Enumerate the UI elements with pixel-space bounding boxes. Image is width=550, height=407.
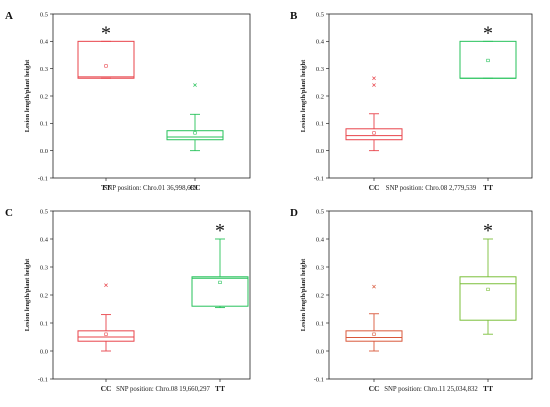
box-iqr [166,130,224,141]
y-tick-label: 0.4 [40,39,49,46]
y-tick-label: 0.5 [316,208,324,215]
box-iqr [459,40,517,79]
box-iqr [77,330,135,342]
panel-D: D -0.1 0.0 0.1 0.2 0.3 0.4 0.5 Lesion length/pla… [290,207,533,393]
panel-A: A -0.1 0.0 0.1 0.2 0.3 0.4 0.5 Lesion length/pla… [5,10,251,192]
y-tick-label: 0.0 [40,148,48,155]
x-tick-label: CC [369,384,380,393]
outlier-point [193,83,197,87]
y-tick-label: 0.2 [316,93,324,100]
y-tick-label: 0.3 [40,66,48,73]
significance-star: * [483,22,493,44]
y-tick-label: 0.5 [40,11,48,18]
y-tick-label: 0.2 [40,93,48,100]
panel-B: B -0.1 0.0 0.1 0.2 0.3 0.4 0.5 Lesion length/pla… [290,10,533,192]
snp-position-caption: SNP position: Chro.01 36,998,689 [104,185,198,192]
mean-marker [218,280,222,285]
x-tick-label: TT [483,183,493,192]
box-CC [345,76,403,152]
y-tick-label: 0.5 [316,11,324,18]
box-CC [166,83,224,152]
mean-marker [486,58,490,63]
mean-marker [486,287,490,292]
x-tick-label: CC [101,384,112,393]
significance-star: * [215,220,225,242]
snp-position-caption: SNP position: Chro.08 2,779,539 [386,185,477,192]
snp-position-caption: SNP position: Chro.08 19,660,297 [116,386,210,393]
panel-label: D [290,207,298,219]
y-tick-label: -0.1 [314,175,324,182]
box-iqr [191,276,249,307]
significance-star: * [483,220,493,242]
box-iqr [345,128,403,141]
y-tick-label: 0.3 [316,66,324,73]
y-axis-title: Lesion length/plant height [300,59,307,132]
x-tick-label: CC [369,183,380,192]
panel-label: B [290,10,298,22]
box-TT [77,40,135,79]
y-axis-title: Lesion length/plant height [300,258,307,331]
box-TT [459,40,517,79]
y-tick-label: 0.0 [316,348,324,355]
box-iqr [345,330,403,342]
y-tick-label: -0.1 [314,376,324,383]
outlier-point [372,284,376,289]
mean-marker [193,131,197,135]
significance-star: * [101,22,111,44]
y-tick-label: 0.1 [40,320,48,327]
x-tick-label: TT [101,183,111,192]
y-tick-label: 0.4 [316,39,325,46]
y-tick-label: 0.4 [316,236,325,243]
y-tick-label: 0.1 [316,121,324,128]
y-tick-label: 0.1 [40,121,48,128]
box-TT [459,238,517,335]
outlier-point [372,83,376,87]
mean-marker [372,131,376,135]
plot-frame [52,13,251,179]
y-tick-label: 0.2 [40,292,48,299]
x-tick-label: TT [483,384,493,393]
y-tick-label: 0.0 [316,148,324,155]
mean-marker [104,332,108,336]
outlier-point [104,283,108,288]
outlier-point [372,76,376,81]
box-iqr [77,40,135,79]
y-tick-label: 0.2 [316,292,324,299]
box-CC [345,284,403,352]
y-tick-label: 0.1 [316,320,324,327]
y-tick-label: 0.0 [40,348,48,355]
y-tick-label: 0.5 [40,208,48,215]
y-tick-label: -0.1 [38,175,48,182]
y-axis-title: Lesion length/plant height [24,59,31,132]
plot-frame [328,13,533,179]
panel-label: C [5,207,13,219]
mean-marker [104,64,108,68]
y-axis-title: Lesion length/plant height [24,258,31,331]
y-tick-label: 0.3 [316,264,324,271]
y-tick-label: 0.4 [40,236,49,243]
y-tick-label: 0.3 [40,264,48,271]
plot-frame [328,210,533,380]
x-tick-label: TT [215,384,225,393]
mean-marker [372,332,376,336]
x-tick-label: CC [190,183,201,192]
panel-C: C -0.1 0.0 0.1 0.2 0.3 0.4 0.5 Lesion length/pla… [5,207,251,393]
panel-label: A [5,10,13,22]
box-CC [77,283,135,352]
box-TT [191,238,249,309]
box-iqr [459,276,517,321]
snp-position-caption: SNP position: Chro.11 25,034,832 [384,386,478,393]
y-tick-label: -0.1 [38,376,48,383]
